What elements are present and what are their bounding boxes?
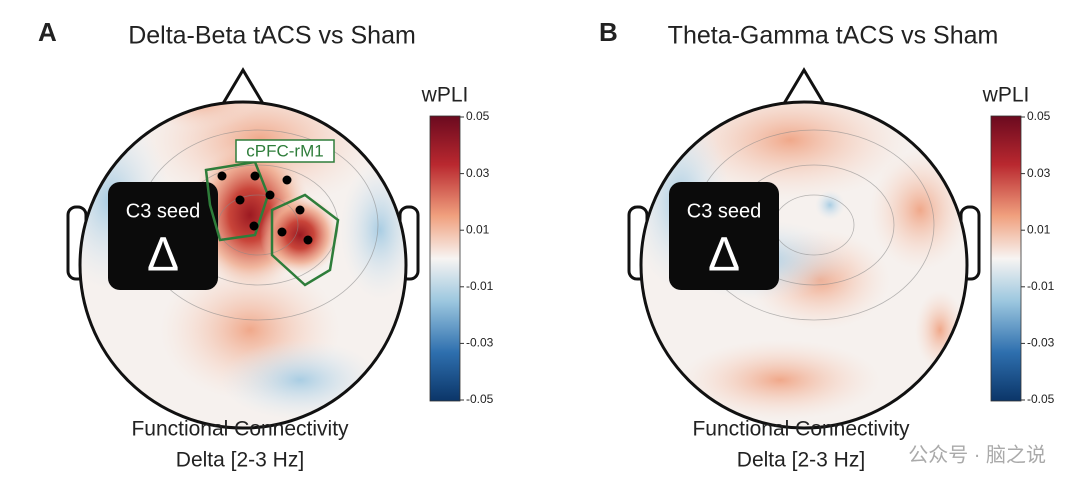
electrode (235, 195, 245, 205)
nose (780, 67, 828, 108)
colorbar-tick-label: 0.03 (1027, 166, 1051, 180)
seed-symbol: Δ (147, 229, 179, 282)
colorbar-tick-label: 0.05 (1027, 109, 1051, 123)
heat-region (680, 340, 880, 420)
colorbar-tick-label: 0.01 (466, 222, 490, 236)
electrode (277, 227, 287, 237)
seed-box (669, 182, 779, 290)
head-outline (78, 100, 408, 430)
panel-label: B (599, 17, 618, 47)
colorbar-tick-label: 0.03 (466, 166, 490, 180)
electrode (265, 190, 275, 200)
panel-title: Delta-Beta tACS vs Sham (128, 22, 416, 50)
heat-region (260, 195, 340, 275)
heat-region (815, 190, 845, 220)
colorbar-tick-label: -0.03 (1027, 336, 1055, 350)
colorbar-tick-label: -0.05 (1027, 392, 1055, 406)
heat-region (870, 150, 967, 270)
heat-region (915, 290, 965, 370)
panel-title: Theta-Gamma tACS vs Sham (668, 22, 999, 50)
colorbar-tick-label: 0.05 (466, 109, 490, 123)
heat-region (220, 340, 380, 420)
region-label: cPFC-rM1 (246, 141, 323, 160)
colorbar-label: wPLI (982, 84, 1030, 107)
colorbar-label: wPLI (421, 84, 469, 107)
caption: Delta [2-3 Hz] (176, 449, 304, 472)
caption: Functional Connectivity (131, 418, 349, 441)
region-box (235, 139, 335, 163)
electrode (295, 205, 305, 215)
nose (219, 67, 267, 108)
colorbar-tick-label: -0.01 (1027, 279, 1055, 293)
roi-hexagon (270, 193, 340, 287)
caption: Delta [2-3 Hz] (737, 449, 865, 472)
head-outline (639, 100, 969, 430)
watermark: 公众号 · 脑之说 (908, 443, 1046, 466)
colorbar-tick-label: 0.01 (1027, 222, 1051, 236)
electrode (282, 175, 292, 185)
caption: Functional Connectivity (692, 418, 910, 441)
electrode (217, 171, 227, 181)
seed-symbol: Δ (708, 229, 740, 282)
colorbar-tick-label: -0.05 (466, 392, 494, 406)
colorbar-tick-label: -0.03 (466, 336, 494, 350)
colorbar (990, 115, 1022, 402)
electrode (303, 235, 313, 245)
panel-label: A (38, 17, 57, 47)
seed-label: C3 seed (687, 200, 762, 222)
seed-box (108, 182, 218, 290)
electrode (250, 171, 260, 181)
colorbar-tick-label: -0.01 (466, 279, 494, 293)
colorbar (429, 115, 461, 402)
seed-label: C3 seed (126, 200, 201, 222)
electrode (249, 221, 259, 231)
